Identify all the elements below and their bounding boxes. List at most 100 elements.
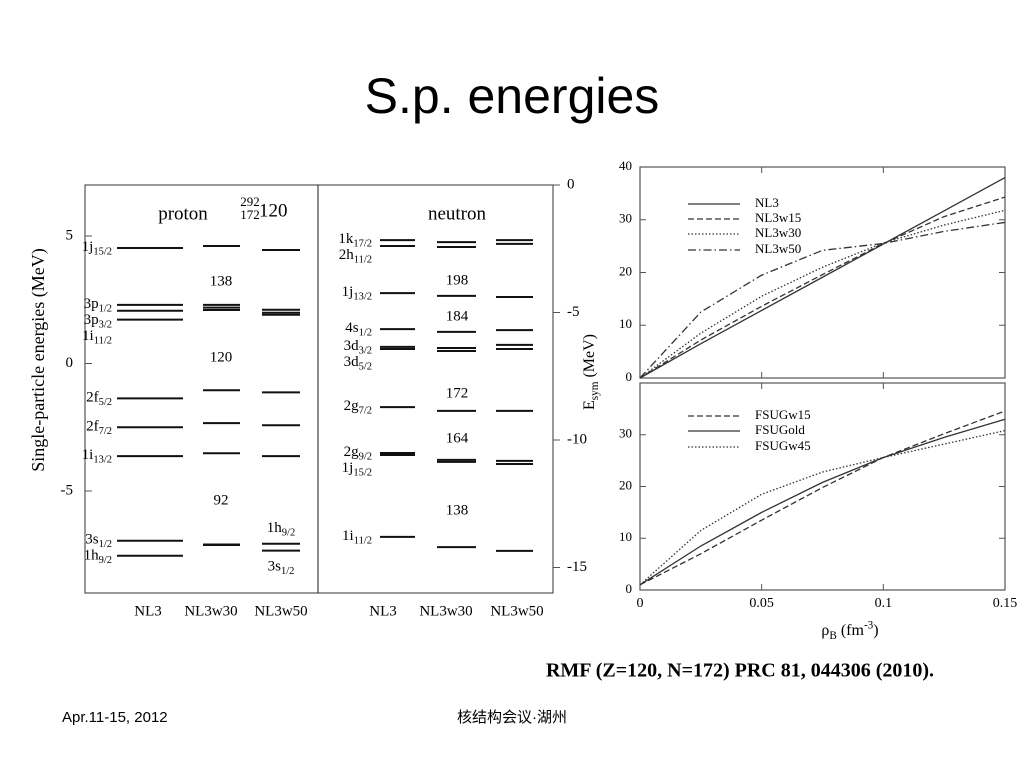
label-part: 9/2: [359, 452, 372, 463]
state-label: 1k17/2: [338, 232, 372, 250]
y-tick-label: 30: [619, 426, 632, 441]
label-part: 7/2: [359, 406, 372, 417]
label-part: 15/2: [353, 468, 372, 479]
label-part: B: [829, 629, 836, 641]
y-tick-label: 0: [567, 176, 575, 192]
label-part: 11/2: [354, 255, 372, 266]
legend-label: FSUGw45: [755, 438, 811, 453]
x-tick-label: 0: [637, 596, 644, 611]
curve: [639, 429, 1006, 586]
curve: [639, 209, 1006, 379]
state-label: 3p1/2: [84, 296, 112, 314]
legend-label: NL3w30: [755, 225, 801, 240]
state-label: 1h9/2: [84, 548, 112, 566]
y-tick-label: -10: [567, 431, 587, 447]
legend-label: NL3w50: [755, 241, 801, 256]
curve: [639, 176, 1006, 379]
label-part: 3p: [84, 312, 99, 328]
label-part: 1j: [342, 285, 354, 301]
state-label: 2g7/2: [344, 399, 372, 417]
label-part: 9/2: [99, 556, 112, 567]
y-tick-label: 0: [626, 369, 633, 384]
label-part: 1/2: [281, 567, 294, 578]
state-label: 3d3/2: [344, 338, 372, 356]
label-part: 11/2: [94, 336, 112, 347]
label-part: 3/2: [99, 320, 112, 331]
column-label: NL3w30: [184, 603, 237, 619]
state-label: 2f7/2: [86, 419, 112, 437]
state-label: 3p3/2: [84, 312, 112, 330]
label-part: 3s: [268, 559, 282, 575]
label-part: 3/2: [359, 346, 372, 357]
label-part: 5/2: [99, 397, 112, 408]
state-label: 2f5/2: [86, 390, 112, 408]
y-tick-label: 5: [66, 227, 74, 243]
label-part: 2g: [344, 399, 360, 415]
shell-gap: 138: [210, 273, 233, 289]
y-tick-label: 20: [619, 263, 632, 278]
y-tick-label: 0: [66, 355, 74, 371]
y-tick-label: -5: [567, 304, 580, 320]
label-part: 7/2: [99, 426, 112, 437]
label-part: 1i: [82, 448, 94, 464]
label-part: 3p: [84, 296, 99, 312]
legend-label: FSUGw15: [755, 407, 811, 422]
state-label: 1h9/2: [267, 520, 295, 538]
label-part: 1h: [267, 520, 283, 536]
mass-number: 292: [240, 194, 260, 209]
label-part: 13/2: [93, 455, 112, 466]
label-part: 13/2: [353, 292, 372, 303]
footer-date: Apr.11-15, 2012: [62, 709, 168, 726]
label-part: E: [581, 400, 598, 410]
label-part: 1i: [342, 528, 354, 544]
shell-gap: 138: [446, 502, 469, 518]
legend-label: NL3: [755, 195, 779, 210]
label-part: 2g: [344, 444, 360, 460]
label-part: 1/2: [359, 328, 372, 339]
state-label: 1i11/2: [342, 528, 372, 546]
label-part: 2h: [339, 248, 355, 264]
y-tick-label: 40: [619, 158, 632, 173]
label-part: 1j: [342, 460, 354, 476]
label-part: 4s: [345, 321, 359, 337]
y-tick-label: -5: [61, 482, 74, 498]
column-label: NL3: [134, 603, 162, 619]
neutron-frame: [317, 184, 554, 594]
state-label: 3s1/2: [85, 532, 112, 550]
label-part: 9/2: [282, 528, 295, 539]
label-part: 2f: [86, 419, 99, 435]
state-label: 1j15/2: [342, 460, 372, 478]
state-label: 4s1/2: [345, 321, 372, 339]
label-part: 17/2: [353, 239, 372, 250]
state-label: 3s1/2: [268, 559, 295, 577]
state-label: 1i13/2: [82, 448, 112, 466]
label-part: 1k: [338, 232, 354, 248]
y-tick-label: 10: [619, 316, 632, 331]
label-part: 5/2: [359, 362, 372, 373]
label-part: 2f: [86, 390, 99, 406]
label-part: 1j: [82, 239, 94, 255]
label-part: (MeV): [581, 334, 598, 382]
caption: RMF (Z=120, N=172) PRC 81, 044306 (2010)…: [546, 660, 934, 682]
x-tick-label: 0.05: [749, 596, 774, 611]
column-label: NL3w50: [254, 603, 307, 619]
label-part: 1h: [84, 548, 100, 564]
curve: [639, 418, 1006, 586]
footer-venue: 核结构会议·湖州: [457, 709, 567, 726]
shell-gap: 120: [210, 349, 233, 365]
x-tick-label: 0.1: [875, 596, 893, 611]
label-part: ρ: [821, 622, 829, 639]
label-part: 15/2: [93, 247, 112, 258]
shell-gap: 164: [446, 430, 469, 446]
shell-gap: 198: [446, 272, 469, 288]
state-label: 2h11/2: [339, 248, 372, 266]
y-tick-label: 10: [619, 529, 632, 544]
state-label: 1j13/2: [342, 285, 372, 303]
label-part: sym: [588, 381, 600, 400]
curve: [639, 196, 1006, 379]
neutron-number: 172: [240, 207, 260, 222]
legend-label: NL3w15: [755, 210, 801, 225]
label-part: 1/2: [99, 304, 112, 315]
